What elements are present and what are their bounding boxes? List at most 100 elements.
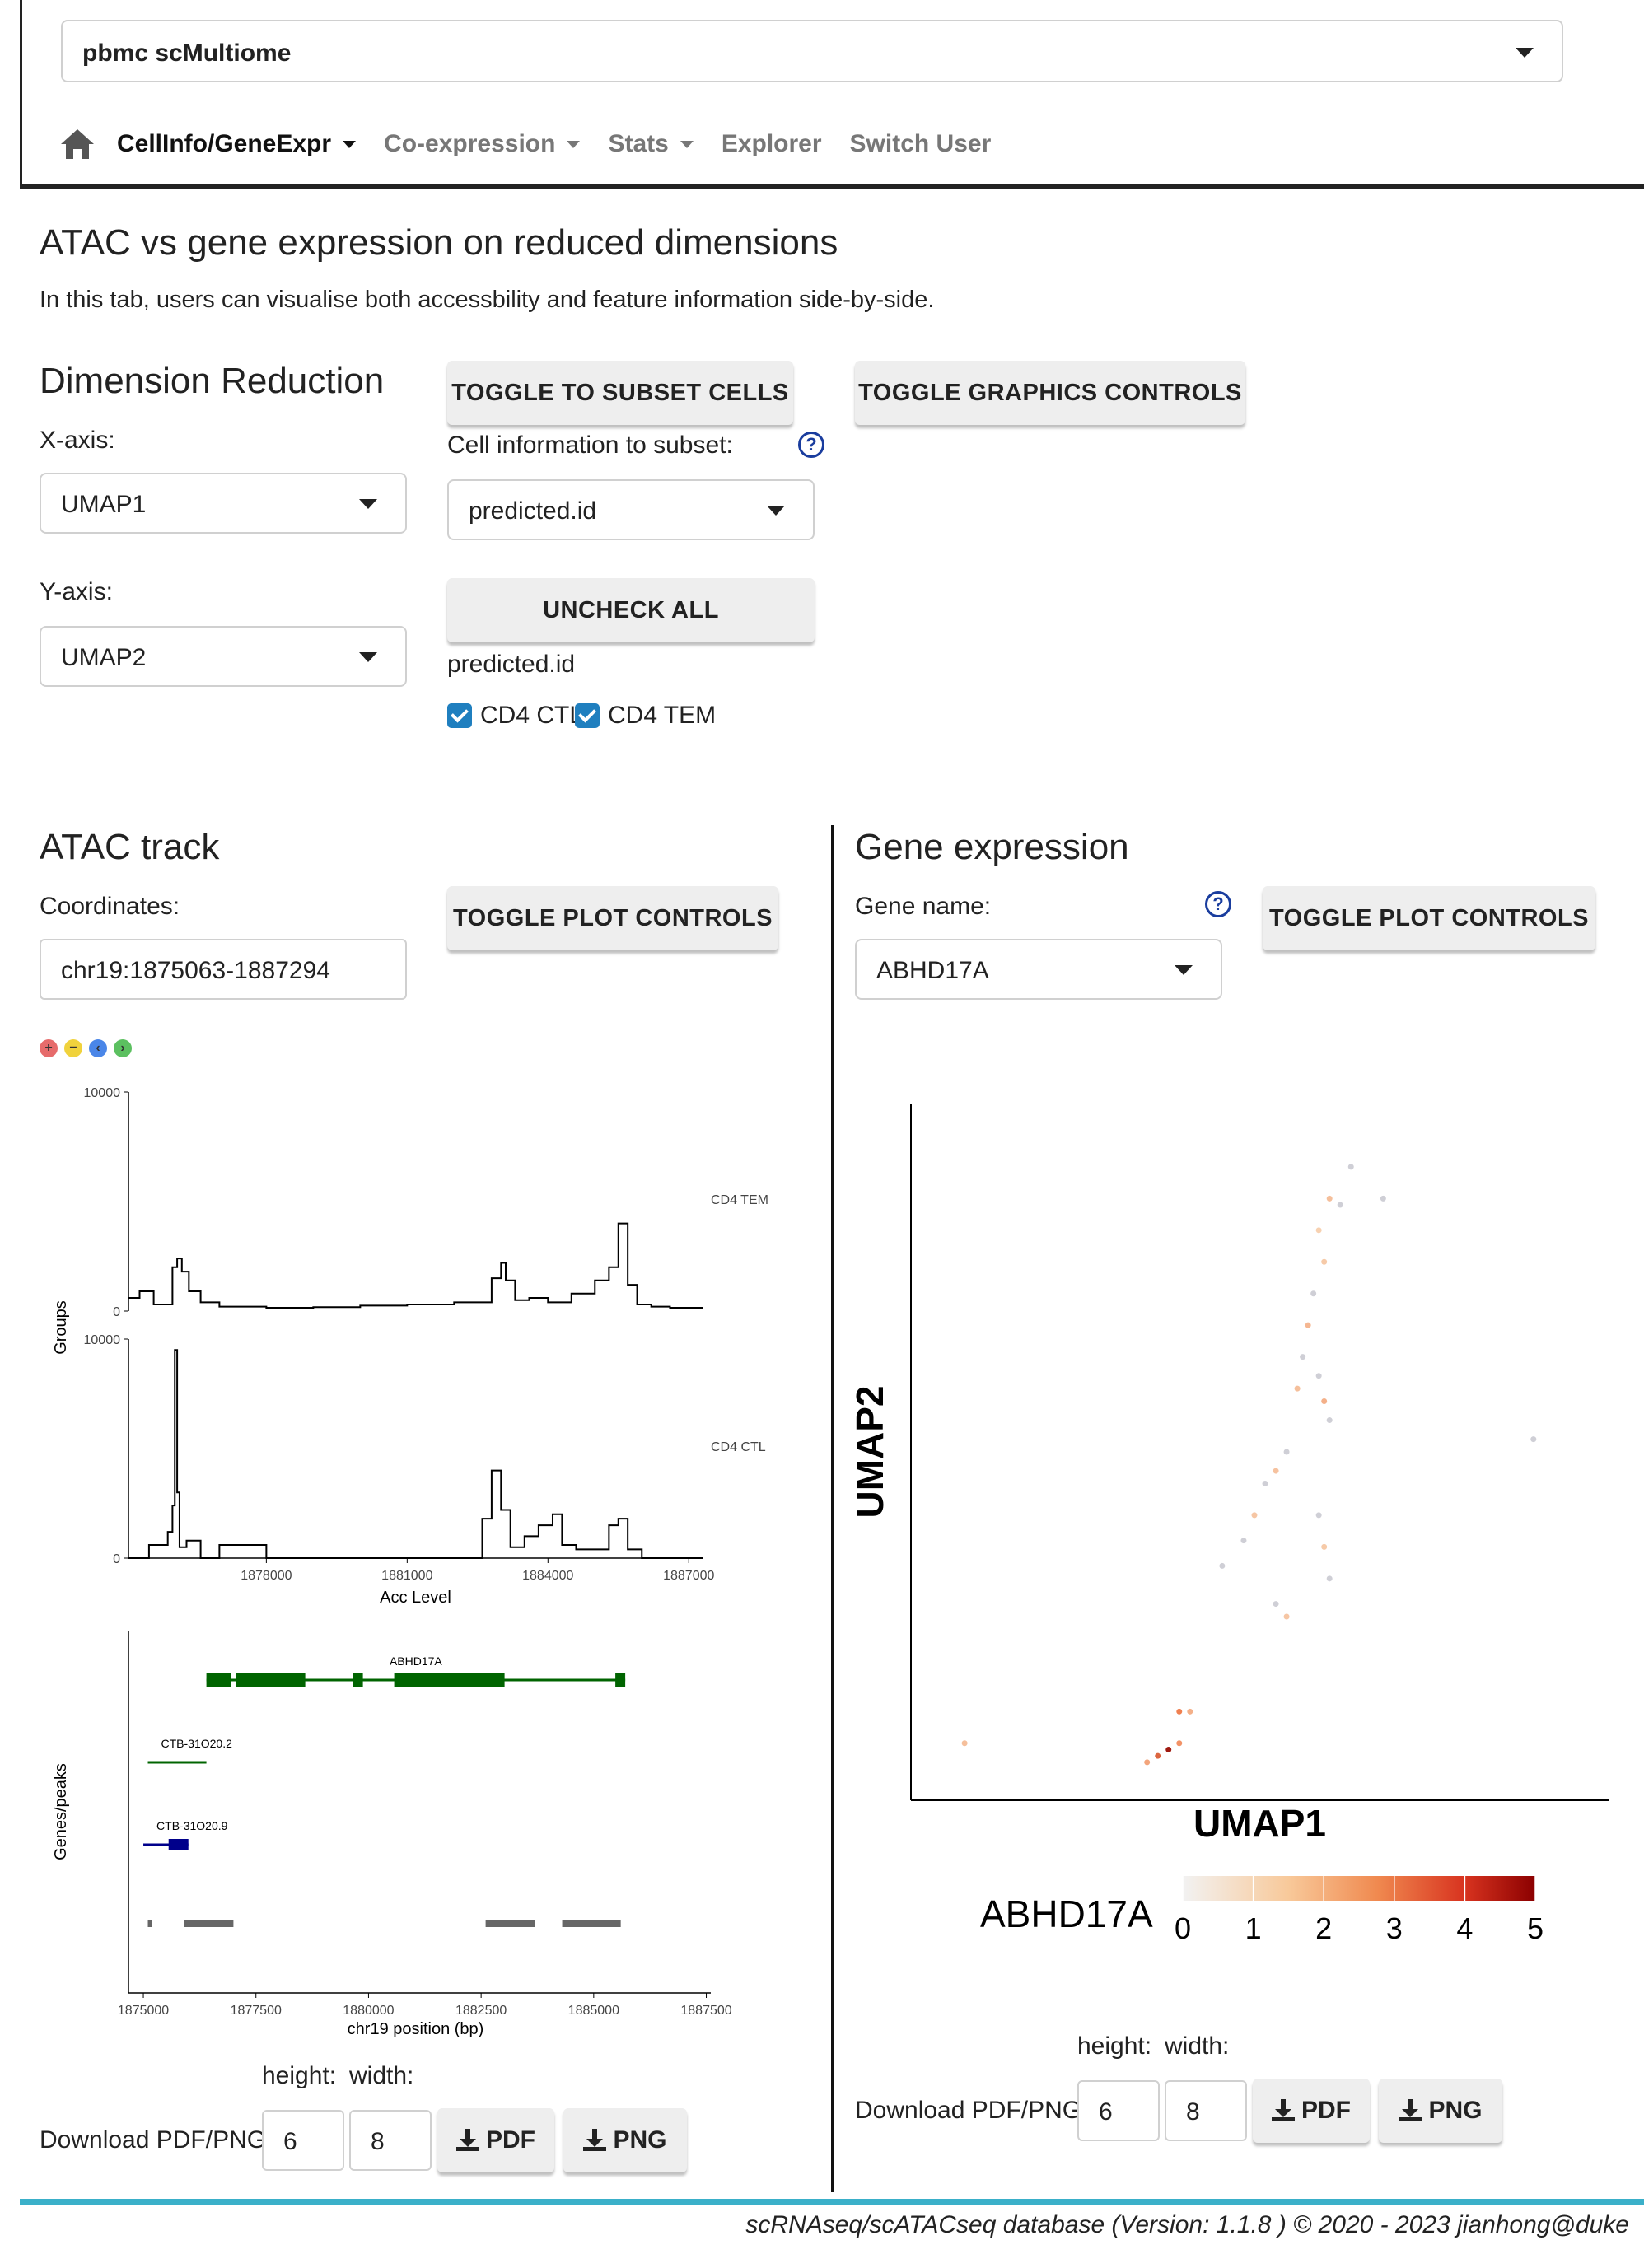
gene-pdf-download-button[interactable]: PDF [1253, 2079, 1370, 2143]
umap-point [1300, 1354, 1306, 1360]
umap-point [1315, 1373, 1322, 1379]
umap-point [1530, 1436, 1537, 1443]
series-label: CD4 TEM [711, 1193, 768, 1207]
x-tick-label: 1877500 [231, 2004, 282, 2018]
gene-height-input[interactable]: 6 [1077, 2080, 1160, 2141]
y-tick-label: 0 [113, 1552, 120, 1566]
atac-png-download-button[interactable]: PNG [563, 2108, 687, 2172]
gene-label: ABHD17A [390, 1654, 442, 1668]
atac-height-label: height: [262, 2062, 337, 2089]
atac-width-input[interactable]: 8 [349, 2110, 432, 2171]
umap-point [1144, 1759, 1151, 1766]
dimred-heading: Dimension Reduction [40, 361, 385, 401]
umap-point [1187, 1708, 1193, 1715]
peak-block [562, 1920, 621, 1927]
legend-tick-label: 3 [1386, 1911, 1403, 1945]
gene-name-label: Gene name: [855, 893, 992, 920]
coordinates-input[interactable]: chr19:1875063-1887294 [40, 939, 407, 1000]
umap-point [1380, 1195, 1386, 1202]
y-axis-label: UMAP2 [855, 1385, 891, 1518]
checkbox-cd4-tem[interactable]: CD4 TEM [575, 702, 716, 730]
pan-right-icon[interactable]: › [114, 1039, 132, 1057]
umap-point [1283, 1613, 1290, 1620]
umap-point [1294, 1385, 1301, 1392]
legend-tick-label: 4 [1456, 1911, 1473, 1945]
umap-point [1155, 1752, 1161, 1759]
checkbox-cd4-ctl[interactable]: CD4 CTL [447, 702, 583, 730]
home-icon[interactable] [61, 129, 94, 159]
gene-png-download-button[interactable]: PNG [1379, 2079, 1502, 2143]
gene-width-input[interactable]: 8 [1165, 2080, 1247, 2141]
nav-item-explorer[interactable]: Explorer [721, 130, 822, 157]
umap-point [1326, 1575, 1333, 1582]
legend-tick-label: 5 [1527, 1911, 1544, 1945]
yaxis-select-value: UMAP2 [61, 644, 147, 671]
footer-divider [20, 2199, 1644, 2205]
gene-toggle-plot-controls-button[interactable]: TOGGLE PLOT CONTROLS [1263, 886, 1595, 950]
x-axis-label: UMAP1 [1193, 1802, 1326, 1845]
umap-point [1219, 1562, 1226, 1569]
gene-exon [236, 1673, 306, 1687]
y-axis-label: Genes/peaks [52, 1763, 70, 1860]
gene-umap-plot: UMAP1 UMAP2 ABHD17A 0 1 2 3 4 5 [855, 1104, 1609, 1945]
coverage-line-0 [128, 1222, 703, 1309]
y-tick-label: 10000 [84, 1086, 121, 1100]
gene-height-label: height: [1077, 2032, 1152, 2060]
legend-tick-label: 2 [1315, 1911, 1332, 1945]
toggle-graphics-controls-button[interactable]: TOGGLE GRAPHICS CONTROLS [855, 361, 1245, 425]
umap-point [1251, 1512, 1258, 1519]
umap-point [1315, 1227, 1322, 1234]
atac-toggle-plot-controls-button[interactable]: TOGGLE PLOT CONTROLS [447, 886, 778, 950]
help-icon[interactable]: ? [798, 432, 824, 458]
gene-label: CTB-31O20.9 [156, 1819, 228, 1832]
chevron-down-icon [359, 499, 377, 509]
subset-info-select[interactable]: predicted.id [447, 479, 815, 540]
peak-block [184, 1920, 234, 1927]
nav-item-switch-user[interactable]: Switch User [849, 130, 992, 157]
x-tick-label: 1880000 [343, 2004, 394, 2018]
gene-download-label: Download PDF/PNG [855, 2097, 1082, 2124]
x-axis-label: chr19 position (bp) [348, 2020, 484, 2038]
coverage-line-1 [128, 1349, 703, 1559]
legend-tick-label: 0 [1175, 1911, 1191, 1945]
atac-download-label: Download PDF/PNG [40, 2126, 267, 2154]
umap-point [1283, 1449, 1290, 1455]
atac-heading: ATAC track [40, 827, 220, 867]
umap-point [1176, 1740, 1183, 1747]
track-zoom-controls: + − ‹ › [40, 1039, 138, 1057]
peak-block [485, 1920, 535, 1927]
help-icon[interactable]: ? [1205, 891, 1231, 917]
x-tick-label: 1887500 [680, 2004, 731, 2018]
caret-down-icon [567, 140, 581, 148]
dataset-select[interactable]: pbmc scMultiome [61, 20, 1563, 82]
umap-point [961, 1740, 968, 1747]
toggle-subset-cells-button[interactable]: TOGGLE TO SUBSET CELLS [447, 361, 793, 425]
download-icon [1272, 2099, 1295, 2122]
gene-heading: Gene expression [855, 827, 1129, 867]
nav-item-coexpression[interactable]: Co-expression [384, 130, 581, 158]
umap-point [1315, 1512, 1322, 1519]
nav-item-stats[interactable]: Stats [608, 130, 694, 158]
yaxis-select[interactable]: UMAP2 [40, 626, 407, 687]
umap-point [1326, 1195, 1333, 1202]
app-header [20, 0, 1644, 189]
chevron-down-icon [1516, 48, 1534, 58]
zoom-in-icon[interactable]: + [40, 1039, 58, 1057]
atac-pdf-download-button[interactable]: PDF [437, 2108, 554, 2172]
gene-exon [353, 1673, 363, 1687]
gene-name-select[interactable]: ABHD17A [855, 939, 1222, 1000]
checkbox-checked-icon [575, 703, 600, 728]
nav-item-cellinfo[interactable]: CellInfo/GeneExpr [117, 130, 357, 158]
atac-width-label: width: [349, 2062, 414, 2089]
x-axis-label: Acc Level [380, 1589, 451, 1607]
uncheck-all-button[interactable]: UNCHECK ALL [447, 578, 815, 642]
download-icon [583, 2129, 607, 2152]
atac-height-input[interactable]: 6 [262, 2110, 344, 2171]
umap-point [1310, 1290, 1317, 1297]
chevron-down-icon [767, 506, 785, 516]
xaxis-select[interactable]: UMAP1 [40, 473, 407, 534]
chevron-down-icon [359, 652, 377, 662]
pan-left-icon[interactable]: ‹ [89, 1039, 107, 1057]
zoom-out-icon[interactable]: − [64, 1039, 82, 1057]
legend-title: ABHD17A [980, 1892, 1153, 1935]
